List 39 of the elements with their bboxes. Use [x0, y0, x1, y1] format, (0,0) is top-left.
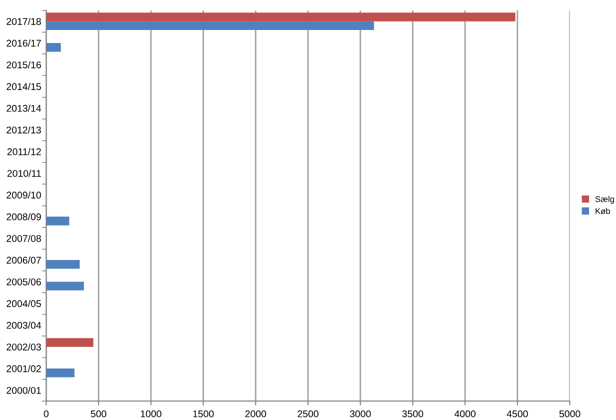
bar [46, 368, 74, 378]
x-tick-label: 3000 [350, 410, 371, 418]
x-tick-label: 0 [44, 410, 49, 418]
x-tick-label: 500 [90, 410, 106, 418]
y-tick-label: 2009/10 [6, 191, 41, 199]
y-tick-label: 2006/07 [6, 256, 41, 264]
bar [46, 21, 374, 30]
x-tick-label: 1500 [193, 410, 214, 418]
y-tick-label: 2014/15 [6, 82, 41, 90]
y-tick-label: 2001/02 [6, 365, 41, 372]
y-tick-label: 2004/05 [6, 300, 41, 308]
y-tick-label: 2000/01 [6, 386, 41, 394]
y-tick-label: 2007/08 [6, 234, 41, 242]
bar [46, 338, 94, 347]
bar [46, 12, 516, 22]
bar [46, 282, 84, 290]
y-tick-label: 2003/04 [6, 322, 42, 329]
y-tick-label: 2011/12 [7, 148, 41, 156]
y-tick-label: 2015/16 [6, 61, 41, 68]
y-tick-label: 2002/03 [6, 343, 41, 350]
y-tick-label: 2012/13 [6, 126, 41, 134]
y-tick-label: 2010/11 [7, 170, 41, 177]
x-tick-label: 2500 [298, 410, 318, 418]
bar [46, 216, 70, 226]
y-tick-label: 2017/18 [6, 18, 41, 25]
x-tick-label: 4500 [506, 410, 528, 418]
y-tick-label: 2013/14 [6, 104, 42, 112]
legend-label: Køb [596, 208, 610, 214]
legend-label: Sælg [595, 196, 614, 204]
x-tick-label: 1000 [140, 410, 162, 418]
x-tick-label: 2000 [245, 410, 266, 418]
y-tick-label: 2016/17 [6, 40, 41, 47]
y-tick-label: 2005/06 [6, 278, 41, 286]
bar [46, 260, 80, 269]
y-tick-label: 2008/09 [6, 213, 41, 220]
x-tick-label: 3500 [402, 410, 424, 418]
x-tick-label: 4000 [454, 410, 476, 418]
bar [46, 43, 61, 52]
x-tick-label: 5000 [559, 410, 580, 418]
